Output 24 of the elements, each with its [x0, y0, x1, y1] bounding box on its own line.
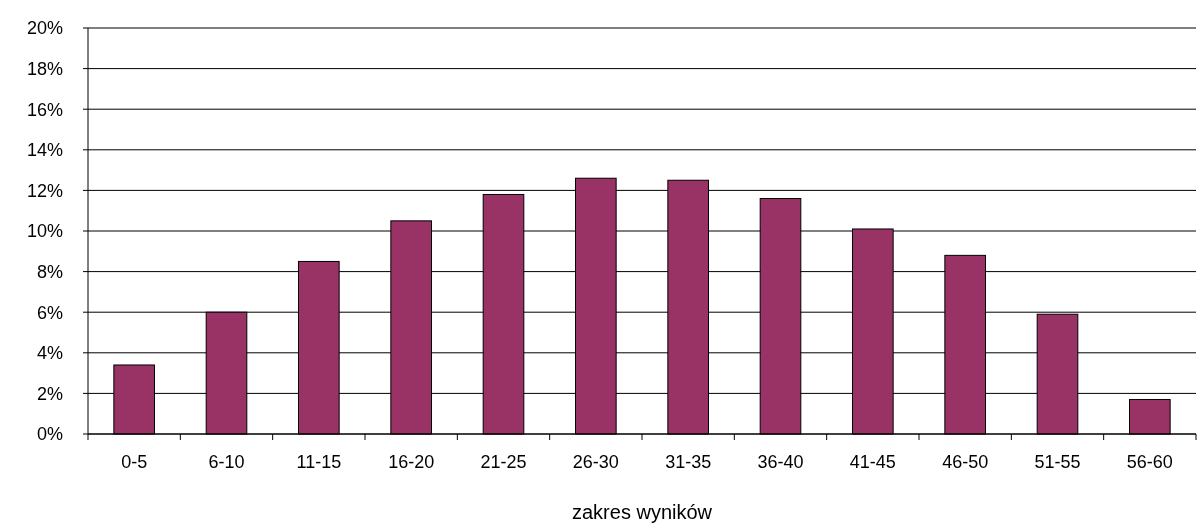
x-tick-label: 6-10 [208, 452, 245, 472]
y-tick-label: 16% [26, 99, 63, 120]
x-tick-label: 31-35 [665, 452, 712, 472]
x-axis-title: zakres wyników [571, 501, 713, 523]
x-tick-label: 46-50 [942, 452, 989, 472]
y-tick-label: 10% [26, 221, 63, 242]
y-tick-label: 8% [36, 261, 63, 282]
x-tick-label: 56-60 [1126, 452, 1173, 472]
x-tick-label: 51-55 [1034, 452, 1081, 472]
y-tick-label: 0% [36, 424, 63, 445]
x-tick-label: 41-45 [849, 452, 896, 472]
y-tick-label: 14% [26, 140, 63, 161]
y-tick-label: 20% [26, 18, 63, 39]
y-tick-label: 2% [36, 383, 63, 404]
y-tick-label: 12% [26, 180, 63, 201]
x-tick-label: 11-15 [296, 452, 342, 472]
x-tick-label: 26-30 [572, 452, 619, 472]
x-tick-label: 0-5 [121, 452, 148, 472]
x-tick-label: 16-20 [388, 452, 435, 472]
y-tick-label: 6% [36, 302, 63, 323]
y-tick-label: 18% [26, 58, 63, 79]
x-tick-label: 21-25 [480, 452, 527, 472]
x-tick-label: 36-40 [757, 452, 804, 472]
y-tick-label: 4% [36, 343, 63, 364]
